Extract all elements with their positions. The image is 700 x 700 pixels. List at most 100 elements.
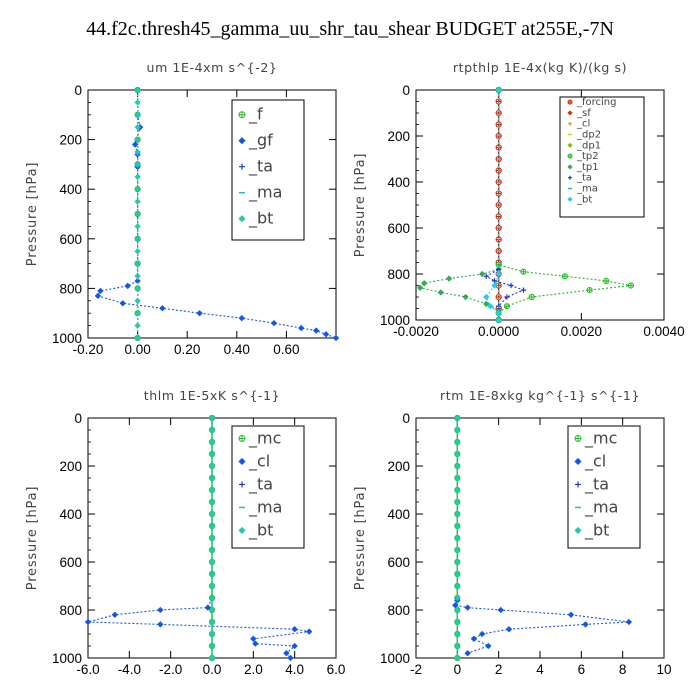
data-point bbox=[97, 287, 104, 295]
x-tick-label: 0.0040 bbox=[643, 324, 684, 339]
panel-2: rtpthlp 1E-4x(kg K)/(kg s) Pressure [hPa]… bbox=[353, 60, 685, 339]
data-point bbox=[454, 642, 461, 650]
data-point bbox=[332, 334, 340, 342]
data-point bbox=[452, 602, 459, 609]
x-tick-label: 4.0 bbox=[285, 662, 304, 677]
data-point bbox=[134, 235, 141, 242]
y-tick-label: 1000 bbox=[52, 651, 82, 666]
data-point bbox=[208, 606, 216, 614]
legend-label: _bt bbox=[584, 520, 609, 540]
legend-label: _tp2 bbox=[576, 151, 599, 162]
legend-box bbox=[231, 425, 305, 549]
y-tick-label: 1000 bbox=[52, 331, 82, 346]
x-tick-label: 2.0 bbox=[244, 662, 263, 677]
legend-marker bbox=[574, 457, 582, 466]
data-point bbox=[159, 305, 166, 312]
panel-1: um 1E-4xm s^{-2} Pressure [hPa] 0 200 400 600… bbox=[25, 60, 340, 357]
series-cl bbox=[452, 414, 633, 657]
legend-label: _sf bbox=[576, 108, 591, 119]
series-bt bbox=[134, 86, 141, 342]
legend-label: _mc bbox=[248, 428, 281, 448]
data-point bbox=[208, 618, 216, 626]
x-tick-label: 0.40 bbox=[224, 342, 250, 357]
data-point bbox=[134, 198, 141, 205]
data-point bbox=[134, 173, 141, 180]
data-point bbox=[208, 654, 216, 662]
series-tp1 bbox=[416, 86, 502, 324]
data-point bbox=[454, 606, 461, 614]
data-point bbox=[134, 297, 141, 304]
data-point bbox=[416, 284, 424, 291]
data-point bbox=[134, 161, 141, 168]
legend-label: _dp1 bbox=[576, 140, 601, 151]
data-point bbox=[208, 558, 216, 566]
x-tick-label: 2 bbox=[495, 662, 503, 677]
data-point bbox=[483, 273, 489, 279]
x-tick-label: -6.0 bbox=[76, 662, 99, 677]
data-point bbox=[134, 86, 141, 94]
y-tick-label: 600 bbox=[59, 555, 82, 570]
data-point bbox=[134, 248, 141, 255]
data-point bbox=[208, 642, 216, 650]
data-point bbox=[134, 322, 141, 329]
legend-marker bbox=[575, 481, 581, 488]
data-point bbox=[250, 635, 257, 642]
figure-title: 44.f2c.thresh45_gamma_uu_shr_tau_shear B… bbox=[86, 18, 614, 40]
data-point bbox=[464, 604, 471, 611]
legend-marker bbox=[567, 99, 573, 105]
data-point bbox=[528, 293, 535, 301]
y-tick-label: 400 bbox=[387, 507, 410, 522]
x-tick-label: 10 bbox=[656, 662, 671, 677]
legend-marker bbox=[238, 526, 246, 535]
data-point bbox=[470, 635, 478, 642]
y-tick-label: 800 bbox=[59, 603, 82, 618]
data-point bbox=[454, 498, 461, 506]
legend-marker bbox=[238, 215, 246, 223]
data-point bbox=[503, 303, 511, 310]
data-point bbox=[483, 300, 490, 308]
y-axis-label: Pressure [hPa] bbox=[25, 486, 40, 590]
data-point bbox=[208, 594, 216, 602]
y-tick-label: 1000 bbox=[380, 313, 410, 328]
data-point bbox=[478, 630, 486, 638]
data-point bbox=[454, 570, 461, 578]
legend-marker bbox=[239, 163, 245, 170]
data-point bbox=[627, 282, 635, 289]
y-tick-label: 200 bbox=[59, 133, 82, 148]
data-point bbox=[134, 210, 141, 218]
legend-marker bbox=[574, 526, 582, 535]
data-point bbox=[208, 534, 216, 542]
data-point bbox=[520, 268, 527, 275]
data-point bbox=[508, 282, 514, 289]
data-point bbox=[454, 630, 461, 638]
data-point bbox=[497, 606, 504, 614]
data-point bbox=[454, 654, 461, 662]
y-axis-label: Pressure [hPa] bbox=[353, 153, 368, 257]
data-point bbox=[454, 438, 461, 446]
series-bt bbox=[454, 414, 461, 662]
data-point bbox=[454, 558, 461, 566]
data-point bbox=[312, 327, 320, 334]
x-tick-label: 0.60 bbox=[273, 342, 299, 357]
data-point bbox=[84, 618, 92, 626]
legend-label: _f bbox=[248, 105, 263, 125]
series-line bbox=[97, 90, 337, 339]
legend-label: _cl bbox=[576, 119, 590, 130]
legend-marker bbox=[238, 137, 246, 145]
x-tick-label: 0.0020 bbox=[561, 324, 602, 339]
data-point bbox=[491, 282, 498, 289]
legend-marker bbox=[568, 121, 572, 126]
data-point bbox=[134, 285, 141, 292]
y-tick-label: 600 bbox=[387, 221, 410, 236]
data-point bbox=[134, 223, 141, 230]
x-tick-label: 0.20 bbox=[174, 342, 200, 357]
series-ta bbox=[483, 87, 527, 323]
legend-marker bbox=[239, 481, 245, 488]
legend-label: _tp1 bbox=[576, 162, 599, 173]
data-point bbox=[134, 186, 141, 193]
data-point bbox=[582, 621, 589, 628]
legend-box bbox=[567, 425, 641, 549]
y-axis-label: Pressure [hPa] bbox=[353, 486, 368, 590]
data-point bbox=[454, 426, 461, 434]
